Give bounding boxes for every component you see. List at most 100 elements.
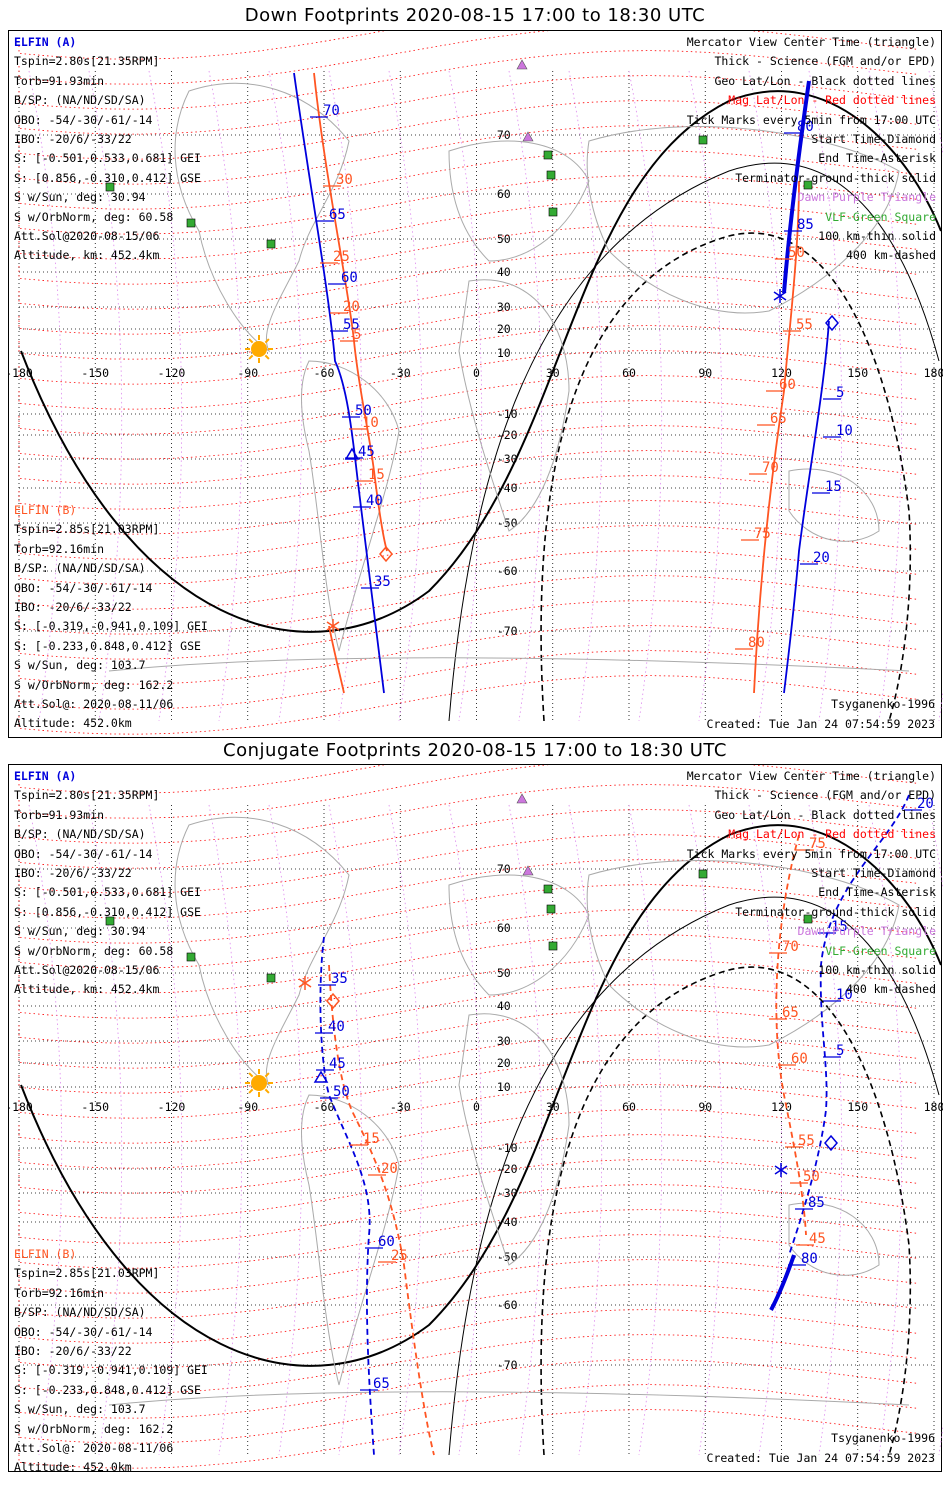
longitude-tick-label: -30	[390, 366, 411, 380]
map-legend: Mercator View Center Time (triangle) Thic…	[687, 33, 936, 266]
longitude-tick-label: 120	[771, 1100, 792, 1114]
mag-latitude-line	[18, 834, 920, 894]
latitude-tick-label: 20	[497, 322, 511, 336]
legend-entry: Mercator View Center Time (triangle)	[686, 35, 936, 49]
model-label: Tsyganenko-1996	[831, 697, 935, 711]
mag-longitude-line	[568, 70, 603, 722]
info-line: IBO: -20/6/-33/22	[14, 599, 132, 614]
longitude-tick-label: 60	[622, 1100, 636, 1114]
coastline	[108, 657, 910, 672]
mag-latitude-line	[18, 625, 920, 685]
coastline	[108, 1391, 910, 1406]
elfin-a-tick-label: 40	[328, 1019, 345, 1035]
elfin-b-tick-label: 50	[788, 245, 805, 261]
vlf-square	[548, 207, 558, 217]
sun-ray	[248, 338, 254, 344]
end-time-asterisk	[773, 291, 787, 301]
legend-entry: Thick - Science (FGM and/or EPD)	[714, 54, 936, 69]
elfin-b-track	[328, 625, 345, 694]
mag-latitude-line	[18, 200, 920, 260]
coastline	[301, 360, 400, 652]
latitude-tick-label: -30	[497, 1186, 518, 1200]
mag-latitude-line	[18, 675, 920, 735]
elfin-b-tick-label: 80	[748, 635, 765, 651]
latitude-tick-label: 70	[497, 128, 511, 142]
elfin-a-tick-label: 50	[333, 1084, 350, 1100]
mag-longitude-line	[28, 70, 63, 722]
elfin-b-info: ELFIN (B) Tspin=2.85s[21.03RPM] Torb=92.16…	[14, 501, 208, 734]
info-line: OBO: -54/-30/-61/-14	[14, 846, 153, 861]
info-line: Torb=92.16min	[14, 1285, 105, 1300]
mag-latitude-line	[18, 31, 920, 85]
mag-latitude-line	[18, 475, 920, 535]
legend-entry: Mag Lat/Lon - Red dotted lines	[728, 827, 936, 842]
elfin-a-tick-label: 85	[797, 217, 814, 233]
sun-marker	[251, 1075, 267, 1091]
mag-latitude-line	[18, 784, 920, 844]
coastline	[788, 1202, 880, 1276]
dawn-triangle	[516, 59, 528, 70]
elfin-a-tick-label: 80	[797, 119, 814, 135]
legend-entry: Mag Lat/Lon - Red dotted lines	[728, 93, 936, 108]
mag-longitude-line	[808, 804, 843, 1456]
mag-latitude-line	[18, 150, 920, 210]
elfin-b-tick-label: 25	[391, 1248, 408, 1264]
mag-longitude-line	[328, 804, 363, 1456]
terminator-100km	[448, 162, 940, 722]
longitude-tick-label: -150	[81, 1100, 109, 1114]
mag-longitude-line	[448, 804, 483, 1456]
elfin-b-tick-label: 20	[343, 299, 360, 315]
info-line: S w/Sun, deg: 103.7	[14, 658, 146, 673]
info-line: S w/Sun, deg: 30.94	[14, 924, 146, 939]
spacecraft-name: ELFIN (B)	[14, 1247, 77, 1261]
elfin-b-tick-label: 45	[809, 1231, 826, 1247]
elfin-b-info: ELFIN (B) Tspin=2.85s[21.03RPM] Torb=92.16…	[14, 1245, 208, 1478]
end-time-asterisk	[298, 978, 312, 988]
start-time-diamond	[379, 545, 393, 563]
info-line: Tspin=2.85s[21.03RPM]	[14, 522, 160, 537]
latitude-tick-label: -50	[497, 1250, 518, 1264]
vlf-square	[105, 182, 115, 192]
elfin-a-tick-label: 10	[836, 423, 853, 439]
elfin-a-tick-label: 65	[329, 207, 346, 223]
mag-longitude-line	[268, 804, 303, 1456]
legend-entry: Dawn-Purple Triangle	[797, 190, 936, 205]
longitude-tick-label: -60	[314, 366, 335, 380]
info-line: IBO: -20/6/-33/22	[14, 1343, 132, 1358]
spacecraft-name: ELFIN (B)	[14, 503, 77, 517]
mag-longitude-line	[868, 804, 903, 1456]
vlf-square	[266, 973, 276, 983]
legend-entry: 400 km-dashed	[845, 248, 936, 263]
elfin-b-tick-label: 25	[333, 249, 350, 265]
mag-latitude-line	[18, 1084, 920, 1144]
mag-longitude-line	[148, 804, 183, 1456]
longitude-tick-label: -180	[9, 1100, 33, 1114]
elfin-b-track	[753, 180, 800, 694]
mag-latitude-line	[18, 50, 920, 110]
coastline	[788, 468, 880, 542]
legend-entry: Geo Lat/Lon - Black dotted lines	[714, 73, 936, 88]
elfin-b-tick-label: 20	[381, 1161, 398, 1177]
model-label: Tsyganenko-1996	[831, 1431, 935, 1445]
latitude-tick-label: 60	[497, 921, 511, 935]
info-line: OBO: -54/-30/-61/-14	[14, 112, 153, 127]
mag-latitude-line	[18, 525, 920, 585]
conjugate-footprints-map: -180-150-120-90-60-300306090120150180706…	[8, 764, 943, 1474]
vlf-square	[698, 869, 708, 879]
mag-latitude-line	[18, 1159, 920, 1219]
mag-latitude-line	[18, 225, 920, 285]
info-line: S w/OrbNorm, deg: 162.2	[14, 1421, 174, 1436]
info-line: S w/OrbNorm, deg: 60.58	[14, 209, 174, 224]
mag-latitude-line	[18, 984, 920, 1044]
latitude-tick-label: 20	[497, 1056, 511, 1070]
mag-latitude-line	[18, 765, 920, 819]
elfin-b-tick-label: 30	[336, 172, 353, 188]
mag-longitude-line	[688, 70, 723, 722]
terminator-400km	[540, 232, 912, 722]
legend-entry: Mercator View Center Time (triangle)	[686, 769, 936, 783]
elfin-a-tick-label: 65	[373, 1376, 390, 1392]
mag-latitude-line	[18, 250, 920, 310]
info-line: Altitude: 452.0km	[14, 1460, 132, 1475]
sun-ray	[248, 354, 254, 360]
mag-longitude-line	[448, 70, 483, 722]
